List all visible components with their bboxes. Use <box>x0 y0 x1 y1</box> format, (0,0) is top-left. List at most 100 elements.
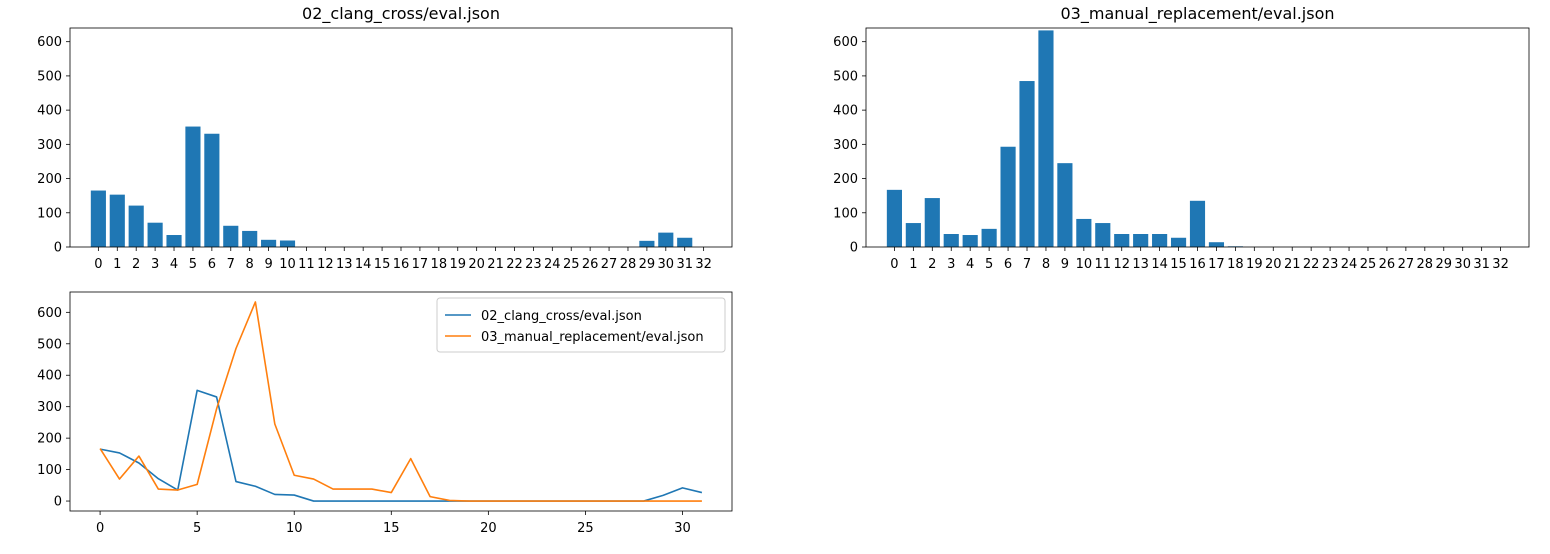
chart-3-legend-label-2: 03_manual_replacement/eval.json <box>481 330 704 345</box>
chart-2-bar-1 <box>905 223 921 247</box>
chart-3-xtick-label: 20 <box>480 521 497 536</box>
chart-1-xtick-label: 5 <box>189 257 197 272</box>
chart-2-bar-8 <box>1038 30 1054 248</box>
chart-3-frame <box>69 291 733 512</box>
chart-2-xtick-label: 5 <box>985 257 993 272</box>
chart-2-bar-11 <box>1095 223 1111 247</box>
chart-3-series-line-2 <box>99 301 702 502</box>
chart-1-xtick-label: 26 <box>582 257 599 272</box>
chart-1-ytick-label: 400 <box>37 104 62 119</box>
chart-2-xtick-label: 18 <box>1227 257 1244 272</box>
chart-1-bar-5 <box>185 126 201 247</box>
chart-1-xtick-label: 14 <box>355 257 372 272</box>
chart-2-xtick-label: 20 <box>1265 257 1282 272</box>
chart-1-xtick-label: 30 <box>658 257 675 272</box>
chart-2-ytick-label: 500 <box>833 69 858 84</box>
chart-3-legend: 02_clang_cross/eval.json 03_manual_replac… <box>436 297 726 353</box>
chart-2-bar-2 <box>924 198 940 247</box>
chart-1-xtick-label: 16 <box>393 257 410 272</box>
chart-2-xtick-label: 30 <box>1454 257 1471 272</box>
chart-1-ytick-label: 300 <box>37 138 62 153</box>
chart-1-xtick-label: 0 <box>94 257 102 272</box>
chart-2-xtick-label: 24 <box>1341 257 1358 272</box>
chart-2-xtick-label: 1 <box>909 257 917 272</box>
chart-1-bar-30 <box>658 232 674 247</box>
chart-2-xtick-label: 32 <box>1492 257 1509 272</box>
chart-1-xtick-label: 6 <box>208 257 216 272</box>
chart-2-bar-6 <box>1000 146 1016 247</box>
chart-1-xtick-label: 23 <box>525 257 542 272</box>
chart-3-ytick-label: 400 <box>37 369 62 384</box>
chart-1-xtick-label: 10 <box>279 257 296 272</box>
chart-1-xtick-label: 32 <box>695 257 712 272</box>
chart-1-xtick-label: 28 <box>620 257 637 272</box>
chart-3-ytick-label: 200 <box>37 432 62 447</box>
chart-1-ytick-label: 500 <box>37 69 62 84</box>
chart-2-xtick-label: 28 <box>1417 257 1434 272</box>
chart-2-xtick-label: 3 <box>947 257 955 272</box>
chart-2-bar-7 <box>1019 81 1035 247</box>
chart-1-xtick-label: 7 <box>227 257 235 272</box>
chart-3-legend-label-1: 02_clang_cross/eval.json <box>481 309 642 324</box>
chart-2-ytick-label: 100 <box>833 206 858 221</box>
chart-2-bar-13 <box>1133 234 1149 247</box>
chart-2-xtick-label: 27 <box>1398 257 1415 272</box>
chart-3-ytick-label: 600 <box>37 306 62 321</box>
chart-2-xtick-label: 0 <box>890 257 898 272</box>
chart-3-xtick-label: 0 <box>96 521 104 536</box>
chart-1-xtick-label: 9 <box>264 257 272 272</box>
chart-3-xtick-label: 5 <box>193 521 201 536</box>
chart-2-xtick-label: 25 <box>1360 257 1377 272</box>
chart-1-xtick-label: 18 <box>431 257 448 272</box>
chart-2-bar-15 <box>1170 237 1187 247</box>
chart-2-xtick-label: 9 <box>1061 257 1069 272</box>
chart-1-title: 02_clang_cross/eval.json <box>302 4 500 24</box>
chart-1-xtick-label: 31 <box>676 257 693 272</box>
chart-2-xtick-label: 23 <box>1322 257 1339 272</box>
chart-2-bar-10 <box>1076 218 1092 247</box>
chart-2-xtick-label: 31 <box>1473 257 1490 272</box>
chart-2-xtick-label: 7 <box>1023 257 1031 272</box>
chart-2-bar-16 <box>1189 200 1206 247</box>
chart-1-xtick-label: 4 <box>170 257 178 272</box>
chart-1-xtick-label: 11 <box>298 257 315 272</box>
chart-2-bar-12 <box>1114 234 1130 247</box>
chart-1-ytick-label: 0 <box>54 241 62 256</box>
chart-1-xtick-label: 3 <box>151 257 159 272</box>
chart-1-xtick-label: 24 <box>544 257 561 272</box>
chart-2-xtick-label: 26 <box>1379 257 1396 272</box>
chart-2-bar-14 <box>1152 234 1168 247</box>
chart-3-ytick-label: 300 <box>37 400 62 415</box>
chart-1-xtick-label: 15 <box>374 257 391 272</box>
chart-2-bar-17 <box>1208 242 1225 247</box>
chart-1-xtick-label: 2 <box>132 257 140 272</box>
chart-2-xtick-label: 14 <box>1151 257 1168 272</box>
chart-2-ytick-label: 0 <box>850 241 858 256</box>
chart-1-bar-29 <box>639 240 655 247</box>
chart-3-xtick-label: 30 <box>674 521 691 536</box>
chart-2-xtick-label: 4 <box>966 257 974 272</box>
chart-1-bar-7 <box>223 225 239 247</box>
chart-2-xtick-label: 29 <box>1435 257 1452 272</box>
chart-1-ytick-label: 200 <box>37 172 62 187</box>
chart-2-xtick-label: 10 <box>1076 257 1093 272</box>
chart-1-bar-0 <box>90 190 106 247</box>
chart-2-bar-4 <box>962 235 978 247</box>
chart-1-xtick-label: 20 <box>468 257 485 272</box>
chart-3-ytick-label: 100 <box>37 463 62 478</box>
chart-1-ytick-label: 600 <box>37 35 62 50</box>
chart-2-xtick-label: 22 <box>1303 257 1320 272</box>
chart-1-xtick-label: 29 <box>639 257 656 272</box>
chart-2-xtick-label: 15 <box>1170 257 1187 272</box>
chart-1-ytick-label: 100 <box>37 206 62 221</box>
chart-2-xtick-label: 13 <box>1132 257 1149 272</box>
chart-1-bar-10 <box>279 240 296 247</box>
chart-1-xtick-label: 8 <box>246 257 254 272</box>
chart-2-bar-0 <box>886 189 902 247</box>
chart-2-bar-9 <box>1057 163 1073 247</box>
chart-1-bar-3 <box>147 222 163 247</box>
